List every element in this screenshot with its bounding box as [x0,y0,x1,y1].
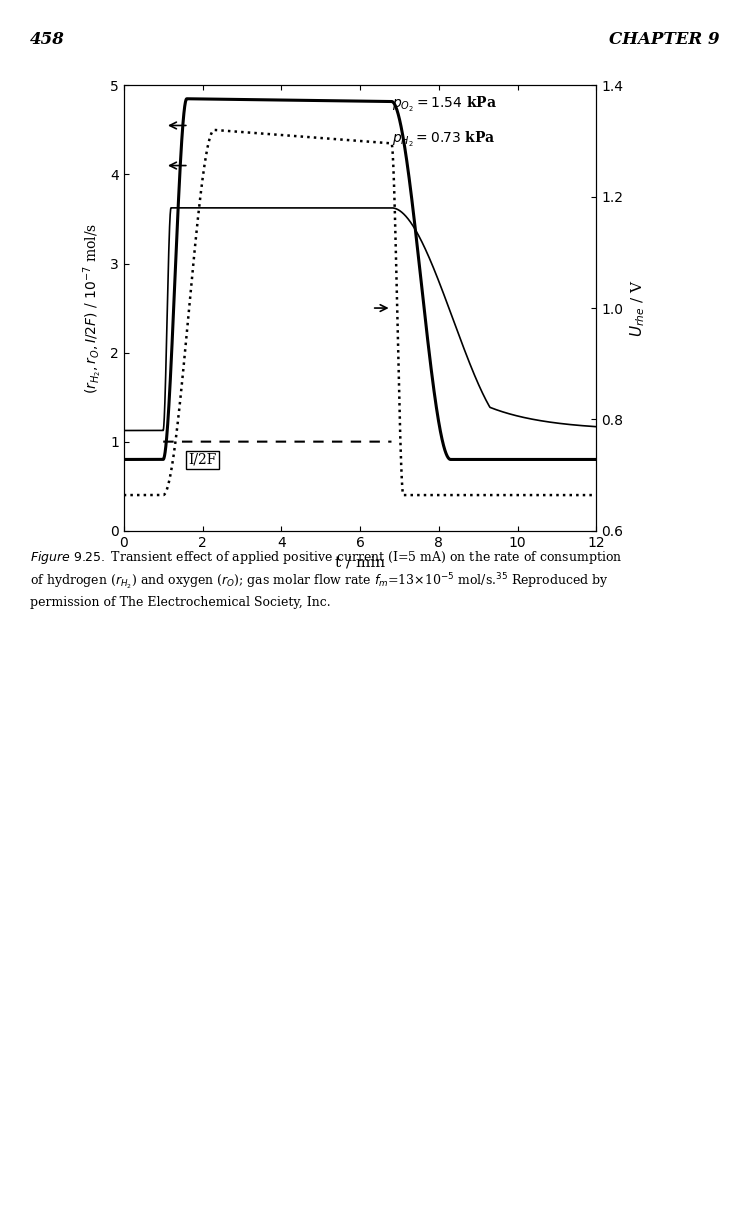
Text: $p_{H_2}=0.73$ kPa: $p_{H_2}=0.73$ kPa [392,131,495,149]
Text: $\it{Figure\ 9.25.}$ Transient effect of applied positive current (I=5 mA) on th: $\it{Figure\ 9.25.}$ Transient effect of… [30,549,622,609]
Y-axis label: $(r_{H_2}, r_O, I/2F)$ / $10^{-7}$ mol/s: $(r_{H_2}, r_O, I/2F)$ / $10^{-7}$ mol/s [82,222,104,394]
Text: I/2F: I/2F [188,453,217,467]
X-axis label: t / min: t / min [335,555,385,569]
Y-axis label: $U_{rhe}$ / V: $U_{rhe}$ / V [628,279,647,337]
Text: CHAPTER 9: CHAPTER 9 [609,30,720,48]
Text: $p_{O_2}=1.54$ kPa: $p_{O_2}=1.54$ kPa [392,95,496,113]
Text: 458: 458 [30,30,64,48]
